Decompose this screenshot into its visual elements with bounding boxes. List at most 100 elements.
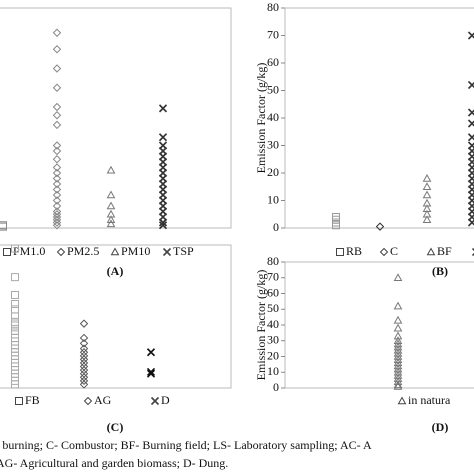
data-point: [52, 28, 62, 37]
legend-glyph: [3, 248, 11, 256]
category-label: FB: [25, 393, 40, 407]
data-point: [52, 221, 62, 230]
data-point: [79, 319, 89, 328]
data-point: [11, 273, 19, 282]
legend-glyph: [83, 396, 93, 406]
data-point: [52, 120, 62, 130]
category-label: PM10: [121, 244, 150, 258]
data-point: [52, 185, 62, 194]
category-label: D: [161, 393, 170, 407]
data-point: [467, 80, 474, 90]
data-point: [52, 146, 62, 156]
data-point: [11, 312, 19, 321]
data-point: [52, 102, 62, 112]
plot-frame: [284, 7, 474, 229]
panel-label: (D): [432, 420, 449, 434]
data-point: [79, 339, 89, 348]
caption-line: l burning; C- Combustor; BF- Burning fie…: [0, 438, 372, 452]
data-point: [52, 174, 62, 183]
plot-frame: [284, 261, 474, 389]
panel-label: (C): [107, 420, 124, 434]
y-tick-label: 50: [267, 301, 279, 315]
plot-frame: [0, 7, 232, 229]
data-point: [106, 201, 116, 210]
category-label: in natura: [408, 393, 451, 407]
data-point: [52, 190, 62, 200]
caption-line: AG- Agricultural and garden biomass; D- …: [0, 456, 228, 470]
data-point: [393, 331, 403, 340]
y-tick-label: 40: [267, 317, 279, 331]
y-tick-label: 80: [267, 254, 279, 268]
data-point: [0, 221, 7, 230]
y-tick-label: 60: [267, 285, 279, 299]
data-point: [422, 190, 432, 199]
data-point: [52, 64, 62, 73]
legend-glyph: [426, 247, 436, 256]
data-point: [393, 377, 403, 385]
data-point: [422, 173, 432, 182]
y-tick-label: 20: [267, 165, 279, 179]
panel-label: (A): [107, 264, 124, 278]
y-tick-label: 0: [273, 220, 279, 234]
data-point: [106, 190, 116, 199]
category-label: RB: [346, 244, 362, 258]
legend-glyph: [336, 248, 344, 256]
category-label: AG: [94, 393, 112, 407]
data-point: [467, 31, 474, 40]
data-point: [52, 155, 62, 164]
y-tick-label: 30: [267, 333, 279, 347]
panel-label: (B): [432, 264, 448, 278]
data-point: [11, 380, 19, 389]
legend-glyph: [56, 247, 66, 257]
y-axis-title: Emission Factor (g/kg): [254, 63, 268, 174]
data-point: [158, 218, 168, 227]
data-point: [11, 299, 19, 308]
y-tick-label: 50: [267, 82, 279, 96]
data-point: [11, 244, 19, 253]
y-tick-label: 10: [267, 192, 279, 206]
data-point: [422, 182, 432, 191]
y-tick-label: 40: [267, 110, 279, 124]
data-point: [52, 210, 62, 219]
data-point: [79, 380, 89, 389]
data-point: [0, 222, 7, 231]
legend-glyph: [397, 396, 407, 405]
y-tick-label: 80: [267, 0, 279, 14]
data-point: [375, 222, 385, 231]
data-point: [52, 111, 62, 120]
data-point: [52, 163, 62, 172]
data-point: [106, 165, 116, 174]
data-point: [79, 333, 89, 343]
category-label: BF: [437, 244, 452, 258]
data-point: [393, 315, 403, 324]
data-point: [79, 376, 89, 386]
category-label: C: [390, 244, 398, 258]
legend-glyph: [110, 247, 120, 256]
data-point: [11, 291, 19, 300]
data-point: [467, 119, 474, 128]
plot-frame: [0, 244, 232, 389]
data-point: [146, 367, 156, 376]
data-point: [393, 323, 403, 332]
data-point: [393, 380, 403, 389]
data-point: [332, 221, 340, 230]
data-point: [106, 219, 116, 228]
data-point: [52, 168, 62, 178]
legend-glyph: [162, 247, 172, 257]
data-point: [158, 221, 168, 230]
data-point: [11, 305, 19, 314]
y-tick-label: 20: [267, 348, 279, 362]
category-label: PM1.0: [13, 244, 45, 258]
data-point: [393, 381, 403, 390]
y-tick-label: 60: [267, 55, 279, 69]
data-point: [422, 215, 432, 224]
data-point: [52, 141, 62, 150]
data-point: [52, 196, 62, 205]
data-point: [52, 212, 62, 222]
y-tick-label: 70: [267, 27, 279, 41]
data-point: [52, 218, 62, 227]
data-point: [146, 348, 156, 357]
category-label: TSP: [173, 244, 194, 258]
data-point: [467, 108, 474, 117]
